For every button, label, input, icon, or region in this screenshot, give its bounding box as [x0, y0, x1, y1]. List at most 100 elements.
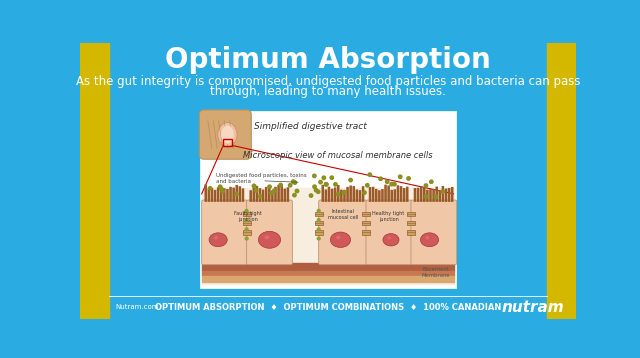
- Bar: [200, 111, 456, 288]
- Text: Intestinal
mucosal cell: Intestinal mucosal cell: [328, 209, 358, 220]
- FancyBboxPatch shape: [353, 190, 355, 202]
- FancyBboxPatch shape: [420, 190, 422, 202]
- FancyBboxPatch shape: [448, 189, 451, 202]
- Circle shape: [441, 190, 444, 193]
- FancyBboxPatch shape: [417, 186, 419, 202]
- FancyBboxPatch shape: [435, 190, 438, 202]
- Circle shape: [319, 180, 323, 184]
- Bar: [362, 221, 370, 226]
- Circle shape: [435, 195, 438, 199]
- FancyBboxPatch shape: [199, 110, 252, 159]
- FancyBboxPatch shape: [229, 187, 232, 202]
- Text: Undigested food particles, toxins
and bacteria: Undigested food particles, toxins and ba…: [216, 173, 307, 184]
- Circle shape: [252, 184, 256, 188]
- Ellipse shape: [209, 233, 227, 247]
- FancyBboxPatch shape: [255, 189, 258, 202]
- Ellipse shape: [259, 231, 280, 248]
- Bar: [243, 221, 250, 226]
- FancyBboxPatch shape: [331, 186, 333, 202]
- FancyBboxPatch shape: [319, 200, 367, 265]
- Ellipse shape: [214, 236, 218, 240]
- Circle shape: [273, 189, 276, 192]
- Circle shape: [379, 177, 382, 180]
- Circle shape: [235, 192, 238, 196]
- Circle shape: [324, 183, 328, 186]
- FancyBboxPatch shape: [343, 190, 346, 202]
- FancyBboxPatch shape: [226, 187, 228, 202]
- Text: Healthy tight
junction: Healthy tight junction: [372, 211, 404, 222]
- FancyBboxPatch shape: [223, 185, 226, 202]
- Circle shape: [317, 228, 320, 231]
- Circle shape: [390, 183, 394, 186]
- Bar: [407, 212, 415, 216]
- FancyBboxPatch shape: [202, 200, 248, 265]
- FancyBboxPatch shape: [423, 185, 426, 202]
- Ellipse shape: [221, 126, 234, 144]
- FancyBboxPatch shape: [362, 185, 364, 202]
- Bar: [407, 230, 415, 235]
- FancyBboxPatch shape: [394, 188, 396, 202]
- Circle shape: [245, 209, 248, 212]
- FancyBboxPatch shape: [242, 189, 244, 202]
- Bar: [315, 230, 323, 235]
- Circle shape: [245, 237, 248, 240]
- Circle shape: [314, 189, 318, 192]
- FancyBboxPatch shape: [334, 189, 337, 202]
- Text: through, leading to many health issues.: through, leading to many health issues.: [210, 85, 446, 98]
- FancyBboxPatch shape: [356, 188, 358, 202]
- Circle shape: [368, 173, 372, 176]
- Bar: [362, 230, 370, 235]
- FancyBboxPatch shape: [211, 190, 213, 202]
- Circle shape: [330, 176, 333, 179]
- FancyBboxPatch shape: [400, 190, 403, 202]
- FancyBboxPatch shape: [259, 190, 261, 202]
- Circle shape: [317, 219, 320, 222]
- Circle shape: [317, 237, 320, 240]
- Circle shape: [324, 183, 328, 186]
- Circle shape: [221, 189, 225, 193]
- FancyBboxPatch shape: [250, 186, 252, 202]
- Circle shape: [429, 180, 433, 183]
- Circle shape: [259, 195, 262, 198]
- Bar: [315, 221, 323, 226]
- Ellipse shape: [420, 233, 438, 247]
- Bar: [547, 43, 576, 319]
- FancyBboxPatch shape: [387, 189, 390, 202]
- Circle shape: [393, 183, 396, 186]
- Bar: [243, 230, 250, 235]
- Ellipse shape: [218, 122, 237, 147]
- FancyBboxPatch shape: [381, 187, 384, 202]
- Circle shape: [399, 175, 402, 178]
- Circle shape: [317, 209, 320, 212]
- FancyBboxPatch shape: [451, 188, 454, 202]
- Text: OPTIMUM ABSORPTION  ♦  OPTIMUM COMBINATIONS  ♦  100% CANADIAN: OPTIMUM ABSORPTION ♦ OPTIMUM COMBINATION…: [155, 303, 501, 311]
- FancyBboxPatch shape: [204, 188, 207, 202]
- FancyBboxPatch shape: [445, 190, 447, 202]
- FancyBboxPatch shape: [268, 187, 271, 202]
- Circle shape: [220, 188, 223, 191]
- FancyBboxPatch shape: [280, 188, 283, 202]
- FancyBboxPatch shape: [262, 189, 264, 202]
- FancyBboxPatch shape: [287, 185, 289, 202]
- Circle shape: [424, 184, 428, 187]
- FancyBboxPatch shape: [324, 188, 327, 202]
- Circle shape: [313, 185, 316, 188]
- Circle shape: [269, 191, 273, 195]
- Text: Microscopic view of mucosal membrane cells: Microscopic view of mucosal membrane cel…: [243, 151, 433, 160]
- FancyBboxPatch shape: [429, 189, 432, 202]
- Ellipse shape: [426, 236, 429, 240]
- Circle shape: [322, 176, 326, 179]
- FancyBboxPatch shape: [432, 187, 435, 202]
- Bar: [202, 271, 454, 276]
- FancyBboxPatch shape: [403, 185, 405, 202]
- FancyBboxPatch shape: [207, 189, 210, 202]
- Circle shape: [313, 174, 316, 178]
- Ellipse shape: [330, 232, 351, 247]
- FancyBboxPatch shape: [390, 190, 393, 202]
- Bar: [362, 212, 370, 216]
- Circle shape: [363, 191, 366, 194]
- Text: Simplified digestive tract: Simplified digestive tract: [254, 122, 367, 131]
- FancyBboxPatch shape: [358, 188, 361, 202]
- Circle shape: [218, 185, 222, 188]
- Circle shape: [245, 219, 248, 222]
